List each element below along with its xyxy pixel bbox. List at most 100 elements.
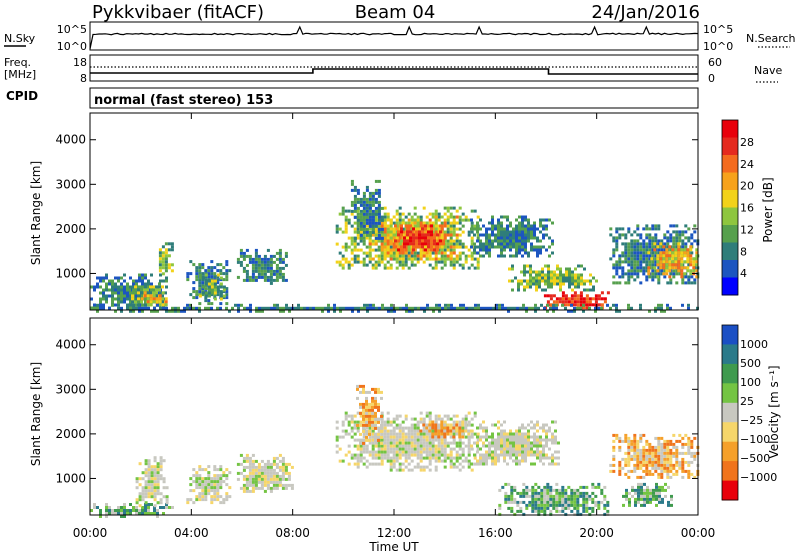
power-cell	[368, 194, 372, 198]
velocity-cell	[236, 462, 240, 466]
velocity-cell	[440, 444, 444, 448]
power-cell	[338, 263, 342, 267]
power-cell	[365, 206, 369, 210]
power-cell	[500, 221, 503, 225]
velocity-cell	[374, 444, 378, 448]
velocity-cell	[512, 459, 515, 463]
velocity-cell	[353, 426, 357, 430]
power-cell	[464, 257, 468, 261]
velocity-cell	[162, 459, 166, 463]
velocity-cell	[570, 500, 574, 504]
velocity-cell	[455, 450, 459, 454]
power-cell	[452, 227, 456, 231]
power-cell	[263, 272, 267, 276]
power-cell	[668, 257, 672, 261]
velocity-cell	[371, 423, 374, 427]
velocity-cell	[564, 491, 568, 495]
power-cell	[440, 215, 444, 219]
power-cell	[225, 306, 228, 310]
velocity-cell	[627, 451, 631, 455]
power-cell	[657, 278, 661, 282]
power-cell	[344, 215, 348, 219]
velocity-cell	[573, 512, 577, 516]
velocity-cell	[521, 456, 524, 460]
power-cell	[374, 209, 378, 213]
velocity-cell	[428, 450, 432, 454]
power-cell	[198, 309, 201, 313]
power-cell	[195, 272, 199, 276]
velocity-cell	[527, 435, 530, 439]
power-cell	[539, 230, 542, 234]
velocity-cell	[105, 506, 108, 509]
velocity-cell	[365, 396, 368, 400]
velocity-cell	[380, 426, 383, 430]
velocity-cell	[651, 457, 655, 461]
velocity-cell	[546, 482, 550, 486]
velocity-cell	[395, 435, 399, 439]
velocity-cell	[533, 435, 536, 439]
velocity-cell	[413, 465, 417, 469]
power-cell	[497, 239, 500, 243]
power-cell	[449, 245, 453, 249]
velocity-cell	[419, 429, 423, 433]
power-cell	[521, 233, 524, 237]
power-cell	[155, 288, 158, 292]
velocity-cell	[597, 485, 601, 489]
power-cell	[458, 251, 462, 255]
power-cell	[630, 233, 634, 237]
power-cell	[102, 276, 105, 280]
power-cell	[207, 306, 210, 310]
velocity-cell	[557, 462, 560, 466]
velocity-cell	[422, 417, 426, 421]
velocity-cell	[359, 384, 362, 388]
power-cell	[155, 285, 158, 289]
power-cell	[612, 281, 616, 285]
power-cell	[152, 285, 155, 289]
power-cell	[473, 233, 476, 237]
velocity-cell	[555, 497, 559, 501]
power-cell	[668, 251, 672, 255]
power-cell	[615, 239, 619, 243]
velocity-cell	[416, 465, 420, 469]
power-cell	[195, 293, 199, 297]
power-colorbar-swatch	[722, 207, 738, 226]
velocity-cell	[368, 432, 371, 436]
velocity-cell	[356, 423, 359, 427]
power-cell	[380, 206, 384, 210]
velocity-cell	[114, 509, 117, 512]
velocity-cell	[338, 435, 342, 439]
power-cell	[111, 288, 114, 292]
power-cell	[403, 239, 406, 243]
power-cell	[90, 297, 93, 301]
velocity-cell	[153, 512, 156, 515]
power-cell	[615, 260, 619, 264]
power-cell	[674, 257, 678, 261]
power-cell	[674, 248, 678, 252]
velocity-cell	[684, 469, 688, 473]
power-cell	[582, 309, 585, 313]
power-cell	[547, 276, 550, 280]
velocity-cell	[165, 498, 169, 502]
velocity-cell	[681, 457, 685, 461]
velocity-cell	[639, 433, 643, 437]
velocity-cell	[452, 462, 456, 466]
velocity-cell	[527, 453, 530, 457]
velocity-cell	[507, 497, 511, 501]
velocity-cell	[362, 417, 365, 421]
power-cell	[275, 266, 279, 270]
velocity-cell	[476, 432, 480, 436]
velocity-cell	[543, 506, 547, 510]
power-cell	[653, 266, 657, 270]
velocity-cell	[551, 420, 554, 424]
velocity-cell	[362, 462, 366, 466]
power-cell	[443, 212, 447, 216]
power-cell	[383, 230, 387, 234]
power-cell	[381, 303, 384, 307]
power-cell	[222, 296, 226, 300]
velocity-cell	[395, 444, 399, 448]
power-cell	[365, 227, 369, 231]
power-cell	[216, 278, 220, 282]
velocity-cell	[567, 497, 571, 501]
velocity-cell	[625, 494, 628, 498]
power-cell	[341, 263, 345, 267]
